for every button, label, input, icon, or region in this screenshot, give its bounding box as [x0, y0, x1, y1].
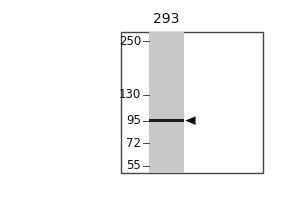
Text: 293: 293 [153, 12, 180, 26]
Polygon shape [185, 116, 196, 125]
Text: 72: 72 [126, 137, 141, 150]
Text: 55: 55 [126, 159, 141, 172]
Text: 250: 250 [119, 35, 141, 48]
Text: 95: 95 [126, 114, 141, 127]
Bar [149, 32, 184, 173]
Bar [149, 119, 184, 122]
Text: 130: 130 [119, 88, 141, 101]
Bar [121, 32, 263, 173]
